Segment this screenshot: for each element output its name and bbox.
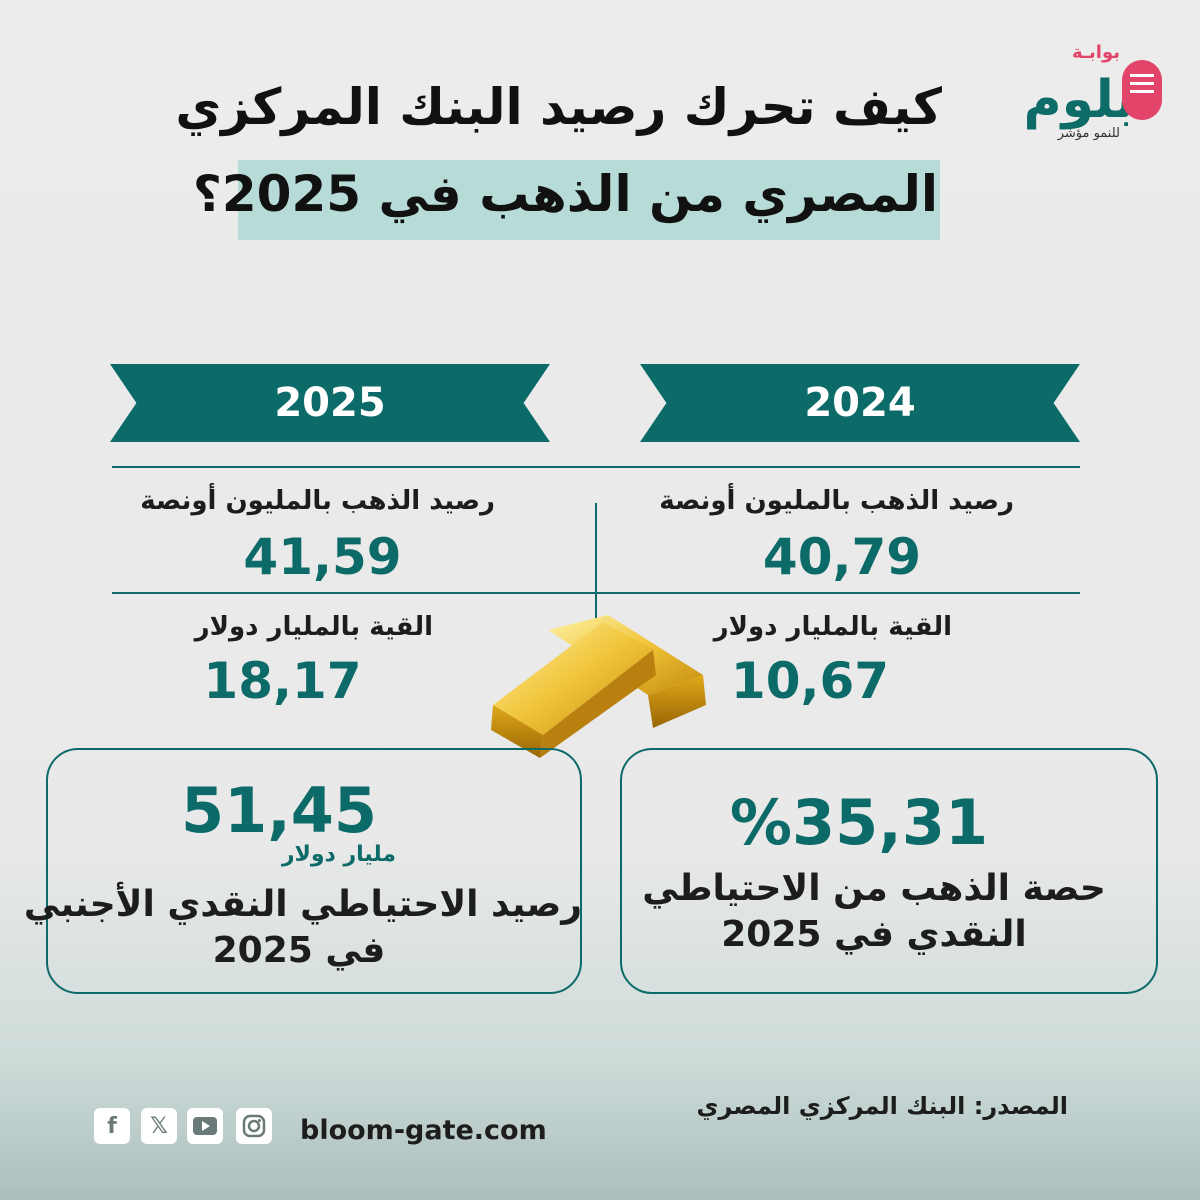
value-value-2024: 10,67	[730, 652, 890, 710]
divider-vertical	[595, 503, 597, 623]
page-title-line2: المصري من الذهب في 2025؟	[192, 165, 938, 223]
youtube-icon[interactable]	[187, 1108, 223, 1144]
foreign-reserve-card	[46, 748, 582, 994]
foreign-reserve-label-line1: رصيد الاحتياطي النقدي الأجنبي	[23, 884, 582, 925]
facebook-icon[interactable]: f	[94, 1108, 130, 1144]
gold-bars-illustration	[491, 615, 706, 758]
page-title-line1: كيف تحرك رصيد البنك المركزي	[175, 78, 942, 136]
gold-label-2025: رصيد الذهب بالمليون أونصة	[140, 486, 495, 516]
logo-small-text: بوابـة	[1071, 42, 1120, 63]
gold-share-label-line2: النقدي في 2025	[721, 914, 1027, 955]
brand-logo: بوابـة بلوم للنمو مؤشر	[990, 30, 1180, 150]
gold-share-value: %35,31	[729, 786, 989, 859]
year-ribbon-2025: 2025	[110, 364, 550, 442]
value-label-2024: القية بالمليار دولار	[713, 612, 952, 642]
website-link[interactable]: bloom-gate.com	[300, 1115, 547, 1146]
source-text: المصدر: البنك المركزي المصري	[696, 1092, 1068, 1120]
instagram-icon[interactable]	[236, 1108, 272, 1144]
microphone-icon	[1122, 60, 1162, 120]
foreign-reserve-unit: مليار دولار	[281, 842, 396, 867]
logo-tagline: للنمو مؤشر	[1057, 126, 1120, 141]
gold-value-2024: 40,79	[762, 528, 922, 586]
title-highlight	[238, 160, 940, 240]
logo-main-text: بلوم	[1023, 70, 1135, 130]
divider-top	[112, 466, 1080, 468]
gold-value-2025: 41,59	[243, 528, 402, 586]
gold-share-card	[620, 748, 1158, 994]
value-value-2025: 18,17	[203, 652, 362, 710]
gold-label-2024: رصيد الذهب بالمليون أونصة	[659, 486, 1014, 516]
foreign-reserve-label-line2: في 2025	[212, 930, 386, 971]
gold-share-label-line1: حصة الذهب من الاحتياطي	[642, 868, 1106, 909]
x-icon[interactable]: 𝕏	[141, 1108, 177, 1144]
year-ribbon-2024: 2024	[640, 364, 1080, 442]
foreign-reserve-value: 51,45	[180, 774, 378, 847]
value-label-2025: القية بالمليار دولار	[194, 612, 433, 642]
